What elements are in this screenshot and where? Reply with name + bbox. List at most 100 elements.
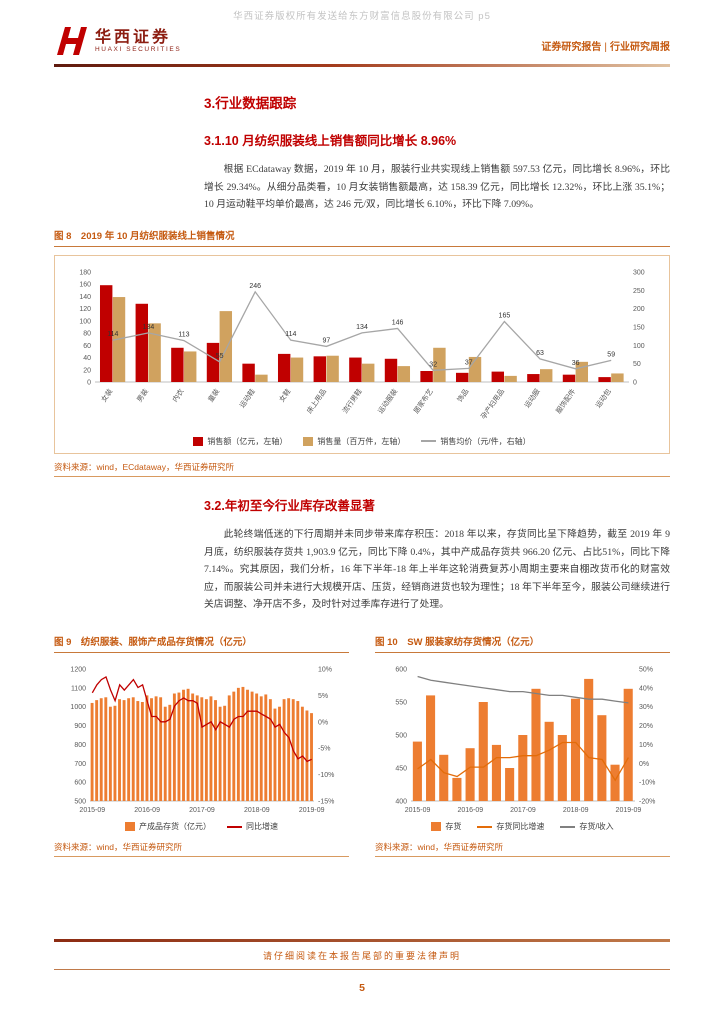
- footer-rule-top: [54, 939, 670, 942]
- legend-bar-swatch: [125, 822, 135, 831]
- svg-text:流行男鞋: 流行男鞋: [340, 387, 363, 415]
- legend-label: 销售量（百万件，左轴）: [317, 436, 406, 446]
- report-type-divider: |: [604, 42, 607, 53]
- svg-text:180: 180: [79, 269, 91, 276]
- svg-text:孕产妇用品: 孕产妇用品: [479, 387, 506, 421]
- fig9-legend: 产成品存货（亿元） 同比增速: [54, 821, 349, 832]
- fig8-caption: 图 8 2019 年 10 月纺织服装线上销售情况: [54, 224, 670, 247]
- svg-text:0%: 0%: [639, 761, 649, 768]
- page-header: 华西证券 HUAXI SECURITIES 证券研究报告 | 行业研究周报: [54, 26, 670, 56]
- svg-text:600: 600: [74, 780, 86, 787]
- svg-text:160: 160: [79, 282, 91, 289]
- svg-text:32: 32: [429, 361, 437, 368]
- svg-text:36: 36: [572, 360, 580, 367]
- subsection-3-2-title: 3.2.年初至今行业库存改善显著: [204, 498, 375, 513]
- header-rule: [54, 64, 670, 67]
- footer-rule-bottom: [54, 968, 670, 970]
- report-type-main: 证券研究报告: [541, 42, 602, 53]
- legend-item: 存货: [431, 821, 461, 832]
- report-type: 证券研究报告 | 行业研究周报: [541, 38, 670, 56]
- svg-text:134: 134: [143, 324, 155, 331]
- svg-text:500: 500: [395, 733, 407, 740]
- svg-text:200: 200: [633, 306, 645, 313]
- svg-text:250: 250: [633, 288, 645, 295]
- svg-text:400: 400: [395, 799, 407, 806]
- svg-text:50: 50: [633, 361, 641, 368]
- svg-text:150: 150: [633, 324, 645, 331]
- legend-label: 存货/收入: [579, 822, 614, 831]
- svg-text:20%: 20%: [639, 723, 653, 730]
- svg-text:0: 0: [87, 379, 91, 386]
- svg-text:运动包: 运动包: [593, 387, 612, 409]
- svg-text:450: 450: [395, 766, 407, 773]
- svg-text:床上用品: 床上用品: [305, 387, 328, 415]
- svg-text:140: 140: [79, 294, 91, 301]
- svg-text:内衣: 内衣: [170, 387, 185, 404]
- svg-text:1000: 1000: [70, 704, 86, 711]
- svg-text:1200: 1200: [70, 667, 86, 674]
- svg-text:37: 37: [465, 359, 473, 366]
- fig10-chart: 400 450 500 550 600 -20% -10% 0% 10% 20% 30% 40% 50%…: [395, 667, 655, 815]
- svg-text:20: 20: [83, 367, 91, 374]
- svg-text:1100: 1100: [70, 685, 85, 692]
- logo-text: 华西证券 HUAXI SECURITIES: [95, 29, 181, 54]
- page-number: 5: [359, 982, 365, 994]
- svg-text:2019-09: 2019-09: [298, 807, 324, 814]
- svg-text:2017-09: 2017-09: [189, 807, 215, 814]
- svg-text:600: 600: [395, 667, 407, 674]
- svg-text:40: 40: [83, 355, 91, 362]
- fig10-caption: 图 10 SW 服装家纺存货情况（亿元）: [375, 630, 670, 653]
- svg-text:2018-09: 2018-09: [562, 807, 588, 814]
- svg-text:59: 59: [607, 351, 615, 358]
- svg-text:114: 114: [107, 331, 118, 338]
- fig8-source: 资料来源：wind，ECdataway，华西证券研究所: [54, 456, 670, 477]
- svg-text:246: 246: [249, 283, 261, 290]
- svg-text:50%: 50%: [639, 667, 653, 674]
- svg-text:居家布艺: 居家布艺: [411, 387, 434, 415]
- svg-text:55: 55: [216, 353, 224, 360]
- svg-text:女鞋: 女鞋: [277, 387, 292, 404]
- svg-text:5%: 5%: [318, 693, 328, 700]
- legend-item: 同比增速: [227, 821, 278, 832]
- svg-text:165: 165: [499, 312, 511, 319]
- legend-item: 销售额（亿元，左轴）: [193, 436, 287, 447]
- svg-text:800: 800: [74, 742, 86, 749]
- legend-label: 销售额（亿元，左轴）: [207, 436, 288, 446]
- legend-item: 存货同比增速: [477, 821, 544, 832]
- svg-text:-10%: -10%: [639, 780, 655, 787]
- report-type-sub: 行业研究周报: [610, 42, 670, 53]
- svg-text:服饰配件: 服饰配件: [554, 387, 577, 415]
- svg-text:10%: 10%: [639, 742, 653, 749]
- svg-text:100: 100: [79, 318, 91, 325]
- svg-text:40%: 40%: [639, 685, 653, 692]
- svg-text:500: 500: [74, 799, 86, 806]
- legend-label: 产成品存货（亿元）: [139, 822, 211, 831]
- footer-disclaimer: 请仔细阅读在本报告尾部的重要法律声明: [262, 950, 461, 961]
- svg-text:-10%: -10%: [318, 772, 334, 779]
- huaxi-logo-icon: [57, 27, 87, 55]
- fig9-source: 资料来源：wind，华西证券研究所: [54, 836, 349, 857]
- fig10-legend: 存货 存货同比增速 存货/收入: [375, 821, 670, 832]
- fig10-block: 图 10 SW 服装家纺存货情况（亿元） 400 450 500 550 600 -20%…: [375, 620, 670, 857]
- svg-text:-15%: -15%: [318, 799, 334, 806]
- svg-text:10%: 10%: [318, 667, 332, 674]
- fig9-caption: 图 9 纺织服装、服饰产成品存货情况（亿元）: [54, 630, 349, 653]
- fig9-chart: 500 600 700 800 900 1000 1100 1200 -15% -10% -5% 0%…: [70, 667, 334, 815]
- svg-text:114: 114: [285, 331, 296, 338]
- legend-label: 存货同比增速: [496, 822, 545, 831]
- legend-line-swatch: [560, 825, 576, 828]
- fig10-source: 资料来源：wind，华西证券研究所: [375, 836, 670, 857]
- svg-text:120: 120: [79, 306, 91, 313]
- svg-text:30%: 30%: [639, 704, 653, 711]
- legend-label: 存货: [445, 822, 462, 831]
- svg-text:300: 300: [633, 269, 645, 276]
- legend-bar-swatch: [431, 822, 442, 831]
- svg-text:0%: 0%: [318, 719, 328, 726]
- fig9-block: 图 9 纺织服装、服饰产成品存货情况（亿元） 500 600 700 800 900 10…: [54, 620, 349, 857]
- svg-text:饰品: 饰品: [455, 387, 470, 404]
- svg-text:134: 134: [356, 324, 368, 331]
- legend-item: 销售量（百万件，左轴）: [303, 436, 405, 447]
- page-content: 3.行业数据跟踪 3.1.10 月纺织服装线上销售额同比增长 8.96% 根据 …: [54, 80, 670, 857]
- legend-line-swatch: [421, 440, 437, 443]
- huaxi-logo: 华西证券 HUAXI SECURITIES: [54, 26, 181, 56]
